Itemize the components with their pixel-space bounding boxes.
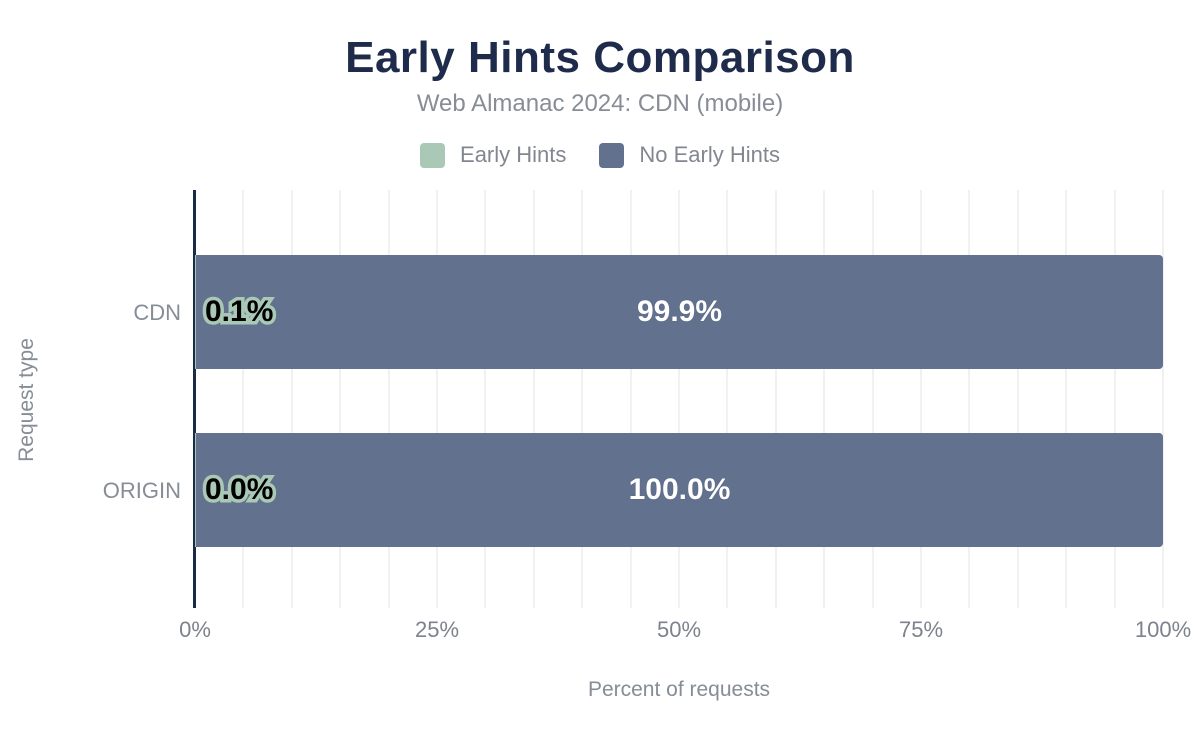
legend: Early Hints No Early Hints [0, 142, 1200, 168]
data-label-early-hints-cdn: 0.1% [205, 295, 274, 329]
data-label-early-hints-origin: 0.0% [205, 473, 274, 507]
bar-row-cdn: 99.9% 0.1% [195, 255, 1163, 369]
bar-segment-early-hints-cdn [195, 255, 196, 369]
x-tick-0: 0% [179, 617, 211, 642]
x-axis-title: Percent of requests [587, 678, 771, 701]
gridline-45 [629, 190, 632, 608]
chart-subtitle: Web Almanac 2024: CDN (mobile) [416, 90, 784, 117]
x-tick-25: 25% [414, 617, 460, 642]
gridline-50 [678, 190, 680, 608]
slate-square-swatch-icon [599, 142, 625, 168]
x-tick-75: 75% [898, 617, 944, 642]
data-label-no-early-hints-cdn: 99.9% [636, 295, 723, 328]
legend-label-early-hints: Early Hints [460, 142, 567, 167]
gridline-95 [1113, 190, 1116, 608]
gridline-75 [920, 190, 922, 608]
gridline-10 [290, 190, 293, 608]
gridline-35 [532, 190, 535, 608]
data-label-no-early-hints-origin: 100.0% [628, 473, 731, 506]
bar-segment-no-early-hints-origin: 100.0% [196, 433, 1163, 547]
gridline-90 [1065, 190, 1068, 608]
legend-item-no-early-hints: No Early Hints [599, 142, 780, 168]
x-tick-50: 50% [656, 617, 702, 642]
bar-segment-early-hints-origin [195, 433, 196, 547]
legend-label-no-early-hints: No Early Hints [639, 142, 780, 167]
y-axis-line [193, 190, 196, 608]
x-tick-100: 100% [1134, 617, 1192, 642]
gridline-20 [387, 190, 390, 608]
chart-title: Early Hints Comparison [345, 33, 855, 82]
gridline-65 [823, 190, 826, 608]
gridline-40 [581, 190, 584, 608]
x-axis-ticks: 0% 25% 50% 75% 100% [179, 617, 1191, 643]
gridline-15 [339, 190, 342, 608]
gridline-100 [1162, 190, 1164, 608]
gridline-25 [436, 190, 438, 608]
gridline-5 [242, 190, 245, 608]
plot-area: 99.9% 0.1% 100.0% 0.0% [193, 190, 1164, 608]
bar-row-origin: 100.0% 0.0% [195, 433, 1163, 547]
green-square-swatch-icon [420, 142, 446, 168]
legend-item-early-hints: Early Hints [420, 142, 566, 168]
gridline-85 [1016, 190, 1019, 608]
gridline-55 [726, 190, 729, 608]
y-category-label-cdn: CDN [133, 300, 181, 325]
gridline-60 [774, 190, 777, 608]
y-category-label-origin: ORIGIN [102, 478, 181, 503]
y-axis-title: Request type [15, 338, 38, 462]
gridline-70 [871, 190, 874, 608]
bar-segment-no-early-hints-cdn: 99.9% [196, 255, 1163, 369]
gridline-30 [484, 190, 487, 608]
gridline-80 [968, 190, 971, 608]
